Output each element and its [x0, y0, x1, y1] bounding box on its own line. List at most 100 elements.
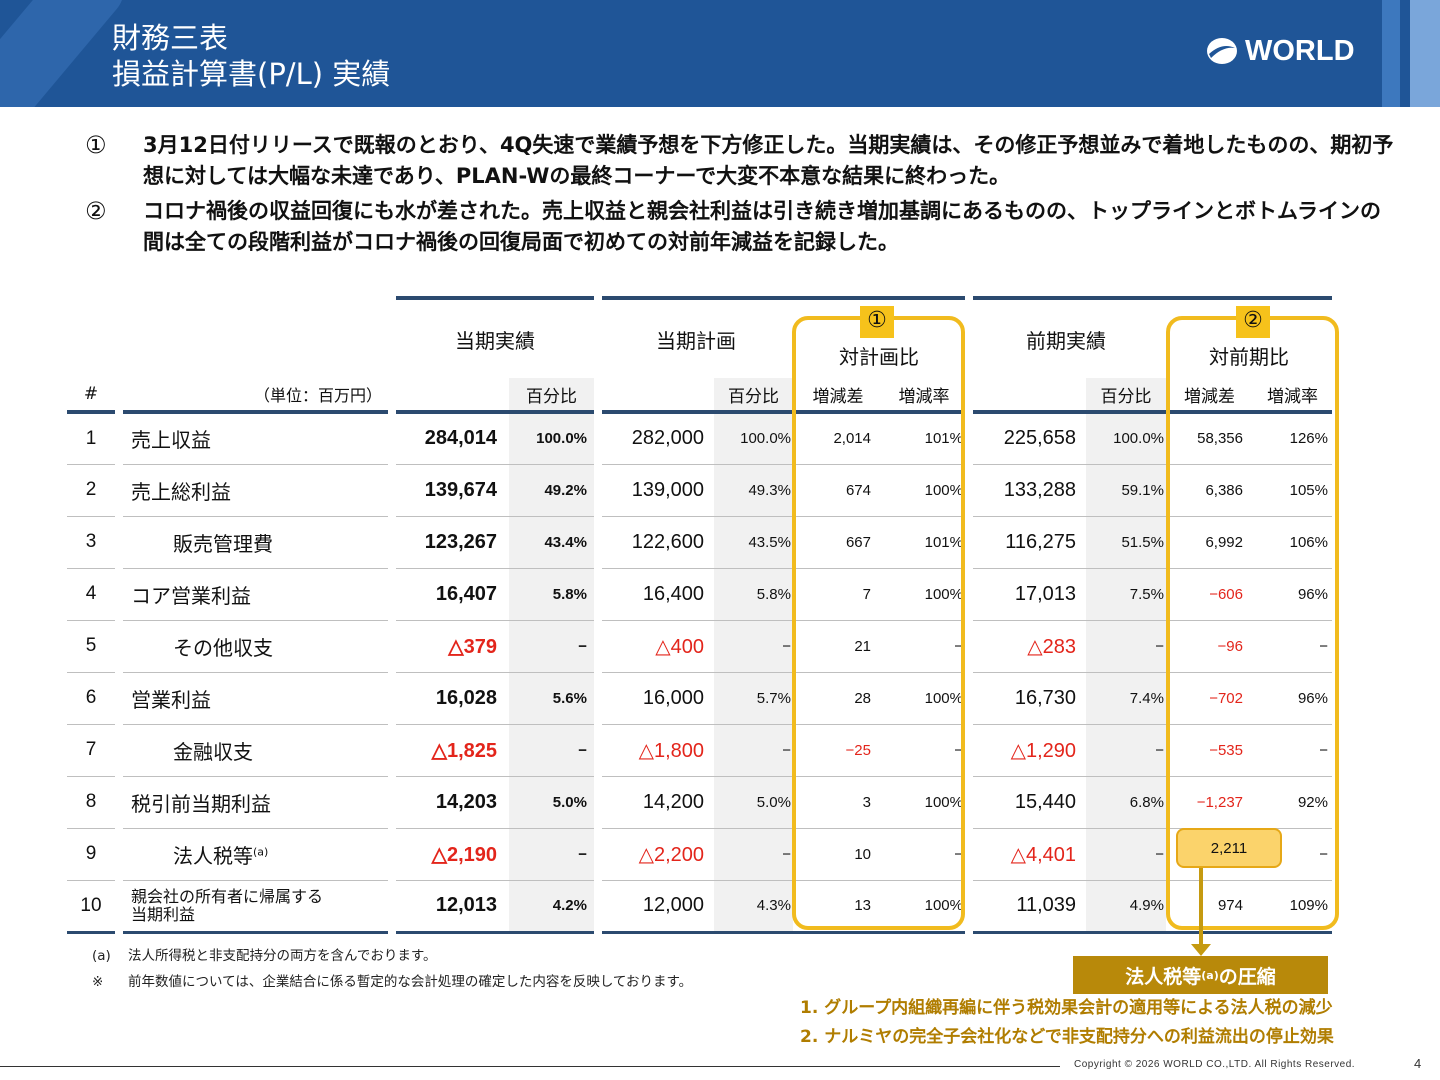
prior-value: 225,658 [973, 412, 1086, 465]
row-label-text: コア営業利益 [131, 583, 251, 608]
row-label: 営業利益 [123, 672, 388, 725]
vs-prior-diff: 974 [1166, 880, 1253, 934]
column-gap [594, 620, 602, 672]
plan-value: 16,000 [602, 672, 714, 725]
vs-prior-diff: −606 [1166, 568, 1253, 621]
column-gap [115, 880, 123, 932]
actual-value: 284,014 [396, 412, 509, 465]
prior-ratio: − [1086, 724, 1166, 777]
actual-ratio: 49.2% [509, 464, 594, 517]
callout-label-sup: (a) [1201, 968, 1219, 982]
vs-plan-diff: 7 [793, 568, 883, 621]
column-gap [594, 516, 602, 568]
vs-prior-rate: 96% [1253, 672, 1332, 725]
actual-ratio: 5.8% [509, 568, 594, 621]
vs-plan-rate: − [883, 620, 965, 673]
bullet-1: ① 3月12日付リリースで既報のとおり、4Q失速で業績予想を下方修正した。当期実… [85, 130, 1395, 192]
vs-prior-diff: −702 [1166, 672, 1253, 725]
footer-divider [0, 1066, 1060, 1067]
table-row: 4 コア営業利益 16,407 5.8% 16,400 5.8% 7 100% 17,013 7.… [67, 568, 1332, 621]
actual-value: △379 [396, 620, 509, 673]
table-row: 6 営業利益 16,028 5.6% 16,000 5.7% 28 100% 16,730 7.4… [67, 672, 1332, 725]
vs-plan-rate: 101% [883, 412, 965, 465]
actual-ratio: − [509, 724, 594, 777]
prior-value: △1,290 [973, 724, 1086, 777]
plan-ratio: − [714, 828, 793, 881]
row-label: 売上収益 [123, 412, 388, 465]
vs-plan-diff: 28 [793, 672, 883, 725]
table-group-header: 当期実績 当期計画 対計画比 前期実績 対前期比 [67, 296, 1332, 378]
vs-plan-diff: 667 [793, 516, 883, 569]
row-label-text: 販売管理費 [173, 531, 273, 556]
vs-plan-diff: 21 [793, 620, 883, 673]
col-num-header: # [67, 378, 115, 414]
row-number: 2 [67, 464, 115, 517]
row-number: 8 [67, 776, 115, 829]
table-row: 2 売上総利益 139,674 49.2% 139,000 49.3% 674 100% 133… [67, 464, 1332, 517]
footnote-text: 法人所得税と非支配持分の両方を含んでおります。 [128, 948, 437, 964]
header-plan: 当期計画 [602, 296, 793, 378]
plan-ratio: 4.3% [714, 880, 793, 934]
header-stripe-light [1410, 0, 1440, 107]
plan-value: 12,000 [602, 880, 714, 934]
reason-2: 2. ナルミヤの完全子会社化などで非支配持分への利益流出の停止効果 [800, 1027, 1334, 1047]
prior-value: △4,401 [973, 828, 1086, 881]
column-gap [965, 672, 973, 724]
plan-value: 139,000 [602, 464, 714, 517]
column-gap [388, 516, 396, 568]
page-number: 4 [1414, 1056, 1422, 1071]
column-gap [594, 724, 602, 776]
footnote-a: (a) 法人所得税と非支配持分の両方を含んでおります。 [92, 943, 692, 969]
column-gap [594, 412, 602, 464]
callout-label-main: 法人税等 [1125, 965, 1202, 988]
column-gap [965, 776, 973, 828]
plan-value: 16,400 [602, 568, 714, 621]
row-number: 5 [67, 620, 115, 673]
plan-ratio: 5.0% [714, 776, 793, 829]
actual-value: 12,013 [396, 880, 509, 934]
plan-ratio: 100.0% [714, 412, 793, 465]
column-gap [115, 464, 123, 516]
vs-plan-rate: 100% [883, 672, 965, 725]
row-label-text: 売上収益 [131, 428, 211, 453]
actual-value: 123,267 [396, 516, 509, 569]
table-row: 7 金融収支 △1,825− △1,800− −25− △1,290− −535− [67, 724, 1332, 777]
row-label: 売上総利益 [123, 464, 388, 517]
vs-prior-rate: 92% [1253, 776, 1332, 829]
reason-1: 1. グループ内組織再編に伴う税効果会計の適用等による法人税の減少 [800, 998, 1333, 1018]
prior-ratio: − [1086, 828, 1166, 881]
vs-prior-rate: − [1253, 620, 1332, 673]
column-gap [115, 516, 123, 568]
column-gap [388, 828, 396, 880]
row-label: コア営業利益 [123, 568, 388, 621]
row-number: 4 [67, 568, 115, 621]
row-label-text: 営業利益 [131, 687, 211, 712]
plan-ratio: − [714, 724, 793, 777]
table-row: 3 販売管理費 123,267 43.4% 122,600 43.5% 667 101% 116… [67, 516, 1332, 569]
summary-bullets: ① 3月12日付リリースで既報のとおり、4Q失速で業績予想を下方修正した。当期実… [85, 130, 1395, 262]
actual-value: △2,190 [396, 828, 509, 881]
company-logo: WORLD [1205, 34, 1355, 68]
column-gap [965, 828, 973, 880]
column-gap [965, 464, 973, 516]
vs-prior-diff: 6,386 [1166, 464, 1253, 517]
column-gap [388, 464, 396, 516]
copyright-text: Copyright © 2026 WORLD CO.,LTD. All Righ… [1074, 1059, 1356, 1070]
footnote-key: (a) [92, 948, 111, 964]
prior-value: 133,288 [973, 464, 1086, 517]
row-label: 税引前当期利益 [123, 776, 388, 829]
actual-value: 14,203 [396, 776, 509, 829]
actual-ratio: 100.0% [509, 412, 594, 465]
plan-ratio: − [714, 620, 793, 673]
slide-title: 財務三表 損益計算書(P/L) 実績 [112, 20, 390, 92]
header-stripe [1382, 0, 1400, 107]
column-gap [965, 724, 973, 776]
vs-plan-diff: 674 [793, 464, 883, 517]
prior-ratio: 59.1% [1086, 464, 1166, 517]
row-label: 販売管理費 [123, 516, 388, 569]
column-gap [115, 412, 123, 464]
vs-plan-diff: 13 [793, 880, 883, 934]
actual-value: 16,407 [396, 568, 509, 621]
bullet-text: コロナ禍後の収益回復にも水が差された。売上収益と親会社利益は引き続き増加基調にあ… [143, 199, 1381, 254]
